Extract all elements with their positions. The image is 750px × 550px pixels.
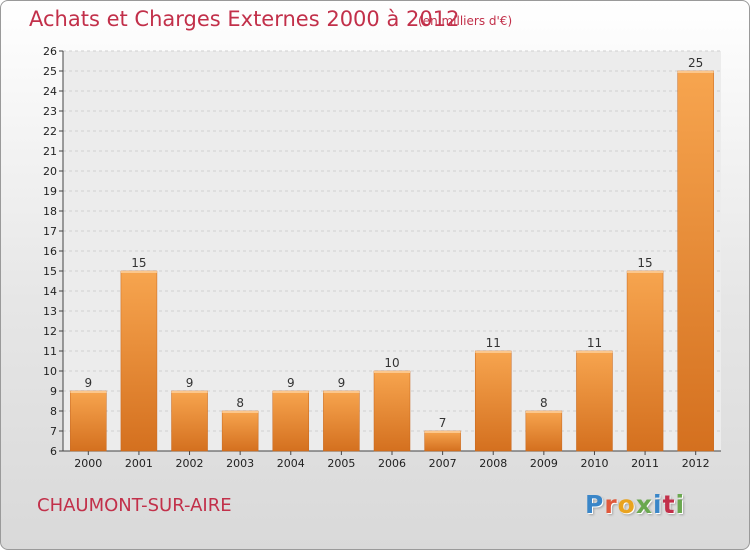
bar bbox=[474, 350, 512, 452]
data-label: 9 bbox=[186, 376, 194, 390]
bar-highlight bbox=[627, 271, 664, 273]
y-tick-label: 14 bbox=[43, 285, 57, 298]
bar bbox=[525, 410, 563, 452]
data-label: 9 bbox=[338, 376, 346, 390]
y-tick-label: 24 bbox=[43, 85, 57, 98]
y-tick-label: 15 bbox=[43, 265, 57, 278]
y-tick-label: 13 bbox=[43, 305, 57, 318]
x-tick-label: 2006 bbox=[378, 457, 406, 470]
bar-highlight bbox=[424, 431, 461, 433]
x-tick-label: 2011 bbox=[631, 457, 659, 470]
chart-title: Achats et Charges Externes 2000 à 2012 bbox=[29, 7, 460, 31]
data-label: 11 bbox=[486, 336, 501, 350]
logo-letter: i bbox=[653, 490, 663, 519]
bar-highlight bbox=[272, 391, 309, 393]
data-label: 11 bbox=[587, 336, 602, 350]
bar-highlight bbox=[171, 391, 208, 393]
y-tick-label: 11 bbox=[43, 345, 57, 358]
logo-letter: t bbox=[662, 490, 676, 519]
y-tick-label: 9 bbox=[50, 385, 57, 398]
labels: 6 7 8 9 10 11 12 13 14 15 16 17 18 19 20 21 22 23 24 25 26 9 2… bbox=[43, 45, 710, 470]
x-tick-label: 2008 bbox=[479, 457, 507, 470]
bar bbox=[323, 390, 360, 452]
y-tick-label: 17 bbox=[43, 225, 57, 238]
bar bbox=[70, 390, 107, 452]
x-tick-label: 2012 bbox=[682, 457, 710, 470]
data-label: 15 bbox=[131, 256, 146, 270]
data-label: 8 bbox=[540, 396, 548, 410]
bar-highlight bbox=[576, 351, 613, 353]
logo-letter: r bbox=[604, 490, 618, 519]
y-tick-label: 19 bbox=[43, 185, 57, 198]
bar bbox=[272, 390, 310, 452]
y-tick-label: 21 bbox=[43, 145, 57, 158]
x-tick-label: 2010 bbox=[580, 457, 608, 470]
proxiti-logo: Proxiti bbox=[585, 490, 685, 519]
bar bbox=[424, 430, 461, 452]
bar bbox=[677, 70, 714, 452]
x-tick-label: 2000 bbox=[74, 457, 102, 470]
bar bbox=[576, 350, 613, 452]
commune-name: CHAUMONT-SUR-AIRE bbox=[37, 495, 232, 516]
y-tick-label: 7 bbox=[50, 425, 57, 438]
y-tick-label: 20 bbox=[43, 165, 57, 178]
bar bbox=[120, 270, 158, 452]
y-tick-label: 26 bbox=[43, 45, 57, 58]
y-tick-label: 10 bbox=[43, 365, 57, 378]
bar-highlight bbox=[323, 391, 360, 393]
bars bbox=[70, 70, 714, 452]
x-tick-label: 2004 bbox=[277, 457, 305, 470]
bar-highlight bbox=[677, 71, 714, 73]
y-tick-label: 12 bbox=[43, 325, 57, 338]
data-label: 7 bbox=[439, 416, 447, 430]
data-label: 9 bbox=[84, 376, 92, 390]
x-tick-label: 2007 bbox=[429, 457, 457, 470]
bar bbox=[221, 410, 259, 452]
logo-letter: P bbox=[585, 490, 605, 519]
logo-letter: i bbox=[675, 490, 686, 519]
y-tick-label: 22 bbox=[43, 125, 57, 138]
x-tick-label: 2009 bbox=[530, 457, 558, 470]
y-tick-label: 8 bbox=[50, 405, 57, 418]
data-label: 8 bbox=[236, 396, 244, 410]
data-label: 9 bbox=[287, 376, 295, 390]
y-tick-label: 16 bbox=[43, 245, 57, 258]
bar-highlight bbox=[70, 391, 107, 393]
data-label: 10 bbox=[384, 356, 399, 370]
bar bbox=[373, 370, 411, 452]
data-label: 25 bbox=[688, 56, 703, 70]
y-tick-label: 25 bbox=[43, 65, 57, 78]
y-tick-label: 6 bbox=[50, 445, 57, 458]
logo-letter: x bbox=[635, 490, 653, 519]
bar-highlight bbox=[120, 271, 157, 273]
data-label: 15 bbox=[637, 256, 652, 270]
bar-highlight bbox=[475, 351, 512, 353]
bar-highlight bbox=[525, 411, 562, 413]
x-tick-label: 2003 bbox=[226, 457, 254, 470]
bar-highlight bbox=[222, 411, 259, 413]
bar bbox=[171, 390, 208, 452]
chart-unit: (en milliers d'€) bbox=[418, 14, 513, 28]
x-tick-label: 2001 bbox=[125, 457, 153, 470]
bar bbox=[626, 270, 664, 452]
x-tick-label: 2002 bbox=[176, 457, 204, 470]
y-tick-label: 18 bbox=[43, 205, 57, 218]
x-tick-label: 2005 bbox=[327, 457, 355, 470]
y-tick-label: 23 bbox=[43, 105, 57, 118]
bar-highlight bbox=[374, 371, 410, 373]
logo-letter: o bbox=[617, 490, 636, 519]
